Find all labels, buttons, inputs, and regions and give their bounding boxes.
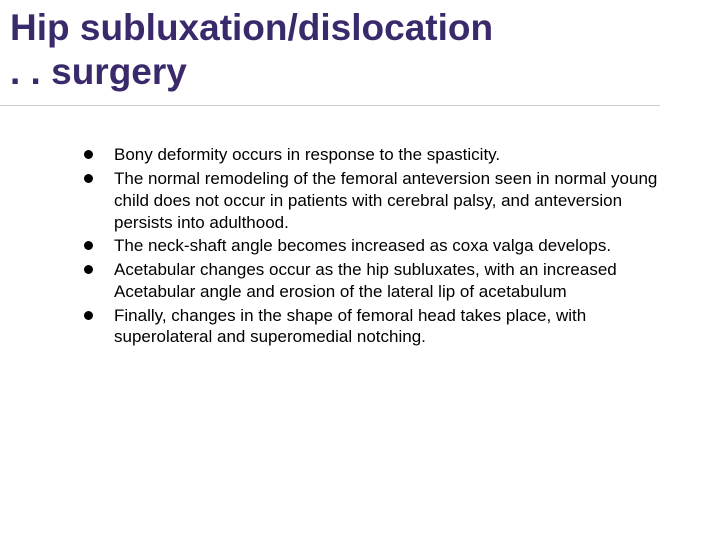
bullet-dot-icon: [84, 150, 93, 159]
bullet-dot-icon: [84, 241, 93, 250]
bullet-text: Acetabular changes occur as the hip subl…: [114, 260, 617, 301]
bullet-list: Bony deformity occurs in response to the…: [84, 144, 660, 348]
slide-body: Bony deformity occurs in response to the…: [0, 106, 720, 348]
bullet-dot-icon: [84, 265, 93, 274]
bullet-dot-icon: [84, 311, 93, 320]
title-line-1: Hip subluxation/dislocation: [10, 7, 493, 48]
title-block: Hip subluxation/dislocation . . surgery: [0, 0, 660, 106]
title-line-2: . . surgery: [10, 51, 187, 92]
bullet-text: The normal remodeling of the femoral ant…: [114, 169, 657, 232]
slide: Hip subluxation/dislocation . . surgery …: [0, 0, 720, 540]
bullet-text: The neck-shaft angle becomes increased a…: [114, 236, 611, 255]
list-item: Acetabular changes occur as the hip subl…: [84, 259, 660, 303]
bullet-text: Finally, changes in the shape of femoral…: [114, 306, 586, 347]
list-item: Finally, changes in the shape of femoral…: [84, 305, 660, 349]
bullet-text: Bony deformity occurs in response to the…: [114, 145, 500, 164]
list-item: The neck-shaft angle becomes increased a…: [84, 235, 660, 257]
list-item: Bony deformity occurs in response to the…: [84, 144, 660, 166]
bullet-dot-icon: [84, 174, 93, 183]
list-item: The normal remodeling of the femoral ant…: [84, 168, 660, 233]
slide-title: Hip subluxation/dislocation . . surgery: [10, 6, 650, 93]
